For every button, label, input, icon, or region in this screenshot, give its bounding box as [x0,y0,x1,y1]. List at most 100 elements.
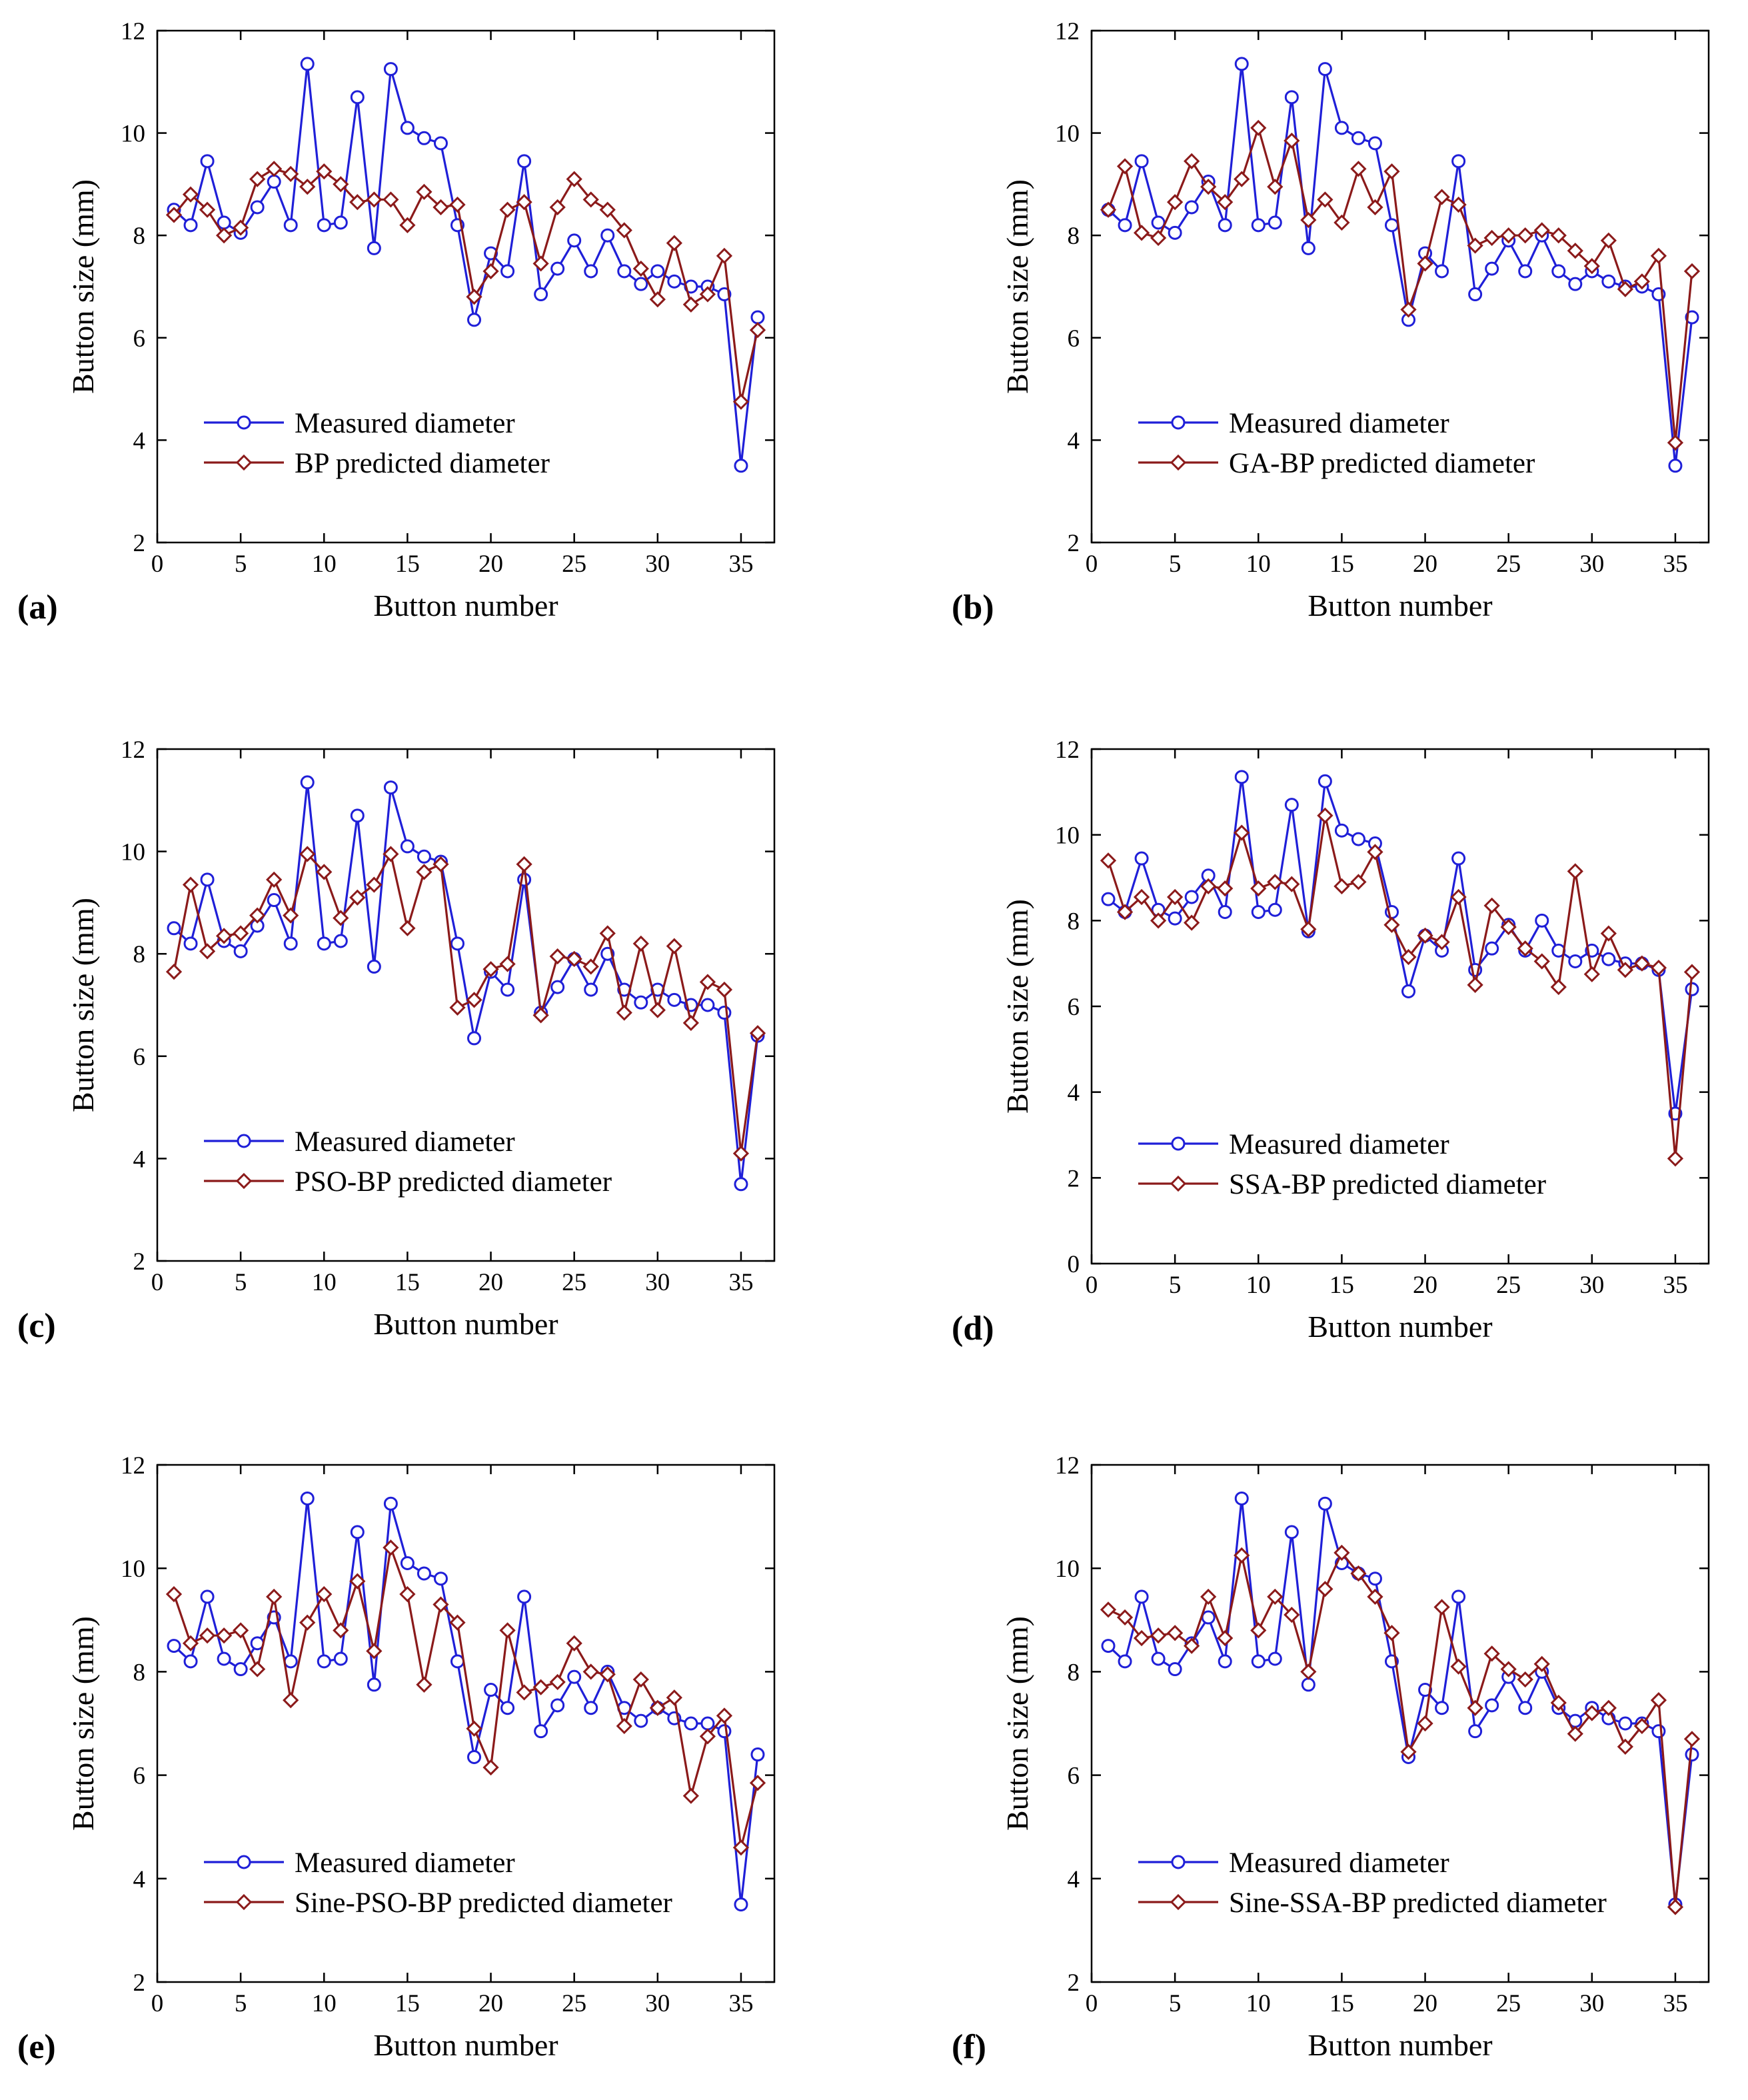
data-point [233,1622,249,1639]
data-point [534,1724,548,1739]
legend-label: Measured diameter [1229,1129,1449,1160]
x-tick-label: 25 [1496,550,1521,578]
x-tick-label: 0 [151,550,164,578]
data-point [1133,888,1150,906]
data-point [1418,1683,1433,1697]
plot-frame [156,1464,776,1983]
data-point [1667,1899,1684,1915]
data-point [467,1749,482,1764]
data-point [433,856,449,872]
x-tick-label: 15 [395,550,420,578]
data-point [400,839,415,854]
data-point [582,1663,599,1680]
data-point [1100,201,1117,218]
data-point [632,260,649,277]
x-tick-label: 35 [1663,1272,1687,1299]
y-tick-label: 12 [121,736,145,764]
data-point [1350,1565,1367,1582]
data-point [750,310,765,325]
data-point [532,255,549,272]
data-point [750,1747,765,1762]
data-point [1333,878,1350,894]
x-tick-label: 35 [728,1990,753,2017]
data-point [1633,1717,1651,1735]
data-point [1383,163,1400,180]
data-point [1535,913,1549,928]
data-point [1550,978,1567,996]
data-point [1483,897,1500,914]
data-point [449,999,466,1016]
data-point [233,1662,248,1677]
data-point [516,1684,532,1701]
data-point [417,849,431,864]
data-point [566,1635,582,1651]
y-tick-label: 12 [121,1452,145,1480]
data-point [1250,119,1267,137]
x-tick-label: 25 [1496,1990,1521,2017]
data-point [1200,179,1217,195]
data-point [466,992,482,1008]
series-line [1107,63,1693,466]
data-point [1268,902,1282,917]
data-point [167,921,181,936]
data-point [732,1839,750,1856]
data-point [1268,1651,1282,1666]
data-point [450,936,464,951]
data-point [1184,153,1200,169]
data-point [1600,925,1617,942]
x-tick-label: 15 [395,1269,420,1296]
data-point [233,925,249,942]
plot-frame [1090,1464,1710,1983]
data-point [1167,194,1184,211]
x-tick-label: 10 [312,1990,337,2017]
data-point [566,950,582,968]
data-point [316,864,333,880]
y-tick-label: 6 [133,1763,146,1790]
data-point [1417,255,1433,272]
x-axis-title: Button number [1308,1310,1492,1344]
y-tick-label: 6 [133,325,146,353]
data-point [732,393,750,410]
data-point [1251,218,1266,233]
data-point [1667,1150,1684,1167]
data-point [1133,225,1150,241]
x-tick-label: 25 [562,550,586,578]
data-point [666,938,682,954]
legend-marker [1170,1893,1187,1911]
data-point [549,1673,566,1691]
legend-label: Measured diameter [1229,1847,1449,1879]
legend-marker [1171,1136,1186,1151]
data-point [499,1622,516,1639]
x-tick-label: 20 [1413,550,1437,578]
data-point [433,1572,448,1586]
data-point [183,218,198,233]
data-point [350,90,365,105]
data-point [1317,1581,1333,1597]
panel-label: (e) [17,2028,56,2066]
data-point [399,1585,416,1603]
data-point [617,264,632,279]
data-point [1518,1701,1533,1715]
data-point [517,1589,532,1604]
legend-label: SSA-BP predicted diameter [1229,1169,1546,1200]
legend: Measured diameter Sine-PSO-BP predicted d… [204,1847,672,1919]
x-tick-label: 35 [728,550,753,578]
data-point [1633,273,1651,290]
data-point [1383,916,1400,933]
x-tick-label: 15 [395,1990,420,2017]
data-point [433,1596,449,1613]
data-point [1351,131,1365,145]
y-axis-title: Button size (mm) [66,179,100,394]
legend-label: GA-BP predicted diameter [1229,448,1535,479]
data-point [1518,264,1533,279]
x-tick-label: 30 [645,1269,670,1296]
legend-label: Sine-SSA-BP predicted diameter [1229,1887,1607,1919]
data-point [1383,1625,1400,1641]
data-point [649,291,666,308]
x-axis-title: Button number [373,2028,558,2062]
chart-panel-f: 0 5 10 15 20 25 30 35 2 4 6 8 10 12 Button number Butto… [952,1452,1710,2066]
data-point [749,1775,766,1791]
data-point [383,62,398,77]
data-point [366,1643,383,1659]
data-point [300,775,315,790]
